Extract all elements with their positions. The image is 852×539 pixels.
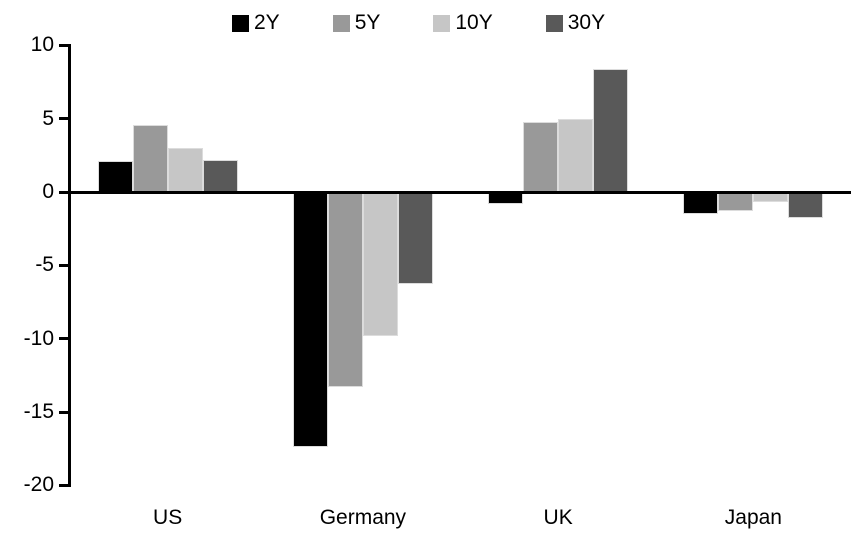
bar-japan-2y [683,192,719,214]
y-axis-tick [59,483,68,487]
y-axis-tick [59,337,68,341]
legend-item-5y: 5Y [332,11,381,34]
bar-us-10y [167,148,203,192]
y-axis-tick [59,190,68,194]
bar-us-30y [202,159,238,192]
legend-item-30y: 30Y [545,11,606,34]
legend-swatch-icon [433,14,451,32]
y-axis-tick-label: 0 [42,180,54,203]
legend-item-2y: 2Y [232,12,280,34]
bar-us-2y [97,161,133,192]
y-axis-tick [59,263,68,267]
bar-germany-30y [397,192,433,285]
y-axis-tick [59,410,68,414]
bar-germany-5y [327,192,363,388]
bar-japan-5y [718,192,754,212]
legend-label: 10Y [455,11,493,34]
chart-legend: 2Y 5Y 10Y 30Y [232,12,605,34]
bar-germany-10y [362,192,398,336]
bar-uk-30y [593,68,629,192]
y-axis-line [68,43,71,487]
y-axis-tick-label: -5 [35,253,54,277]
y-axis-tick-label: -15 [23,400,54,423]
y-axis-tick-label: -20 [23,473,54,497]
bar-germany-2y [292,192,328,448]
x-axis-label-germany: Germany [319,506,407,529]
legend-label: 5Y [354,11,381,34]
legend-swatch-icon [545,14,563,32]
legend-label: 30Y [567,11,606,34]
x-axis-label-us: US [153,506,183,529]
bar-japan-30y [788,192,824,219]
x-axis-label-uk: UK [543,506,573,529]
legend-swatch-icon [232,14,249,32]
x-axis-label-japan: Japan [724,506,782,529]
bar-uk-2y [488,192,524,204]
legend-label: 2Y [254,11,280,34]
y-axis-tick-label: 10 [30,33,54,57]
zero-axis-line [68,190,851,194]
bar-us-5y [132,124,168,192]
y-axis-tick [59,43,68,47]
bar-japan-10y [753,192,789,203]
y-axis-tick [59,117,68,121]
bar-uk-5y [523,121,559,192]
legend-swatch-icon [332,14,350,32]
bar-uk-10y [558,118,594,192]
legend-item-10y: 10Y [433,11,493,34]
y-axis-tick-label: 5 [42,106,54,130]
y-axis-tick-label: -10 [23,326,54,350]
